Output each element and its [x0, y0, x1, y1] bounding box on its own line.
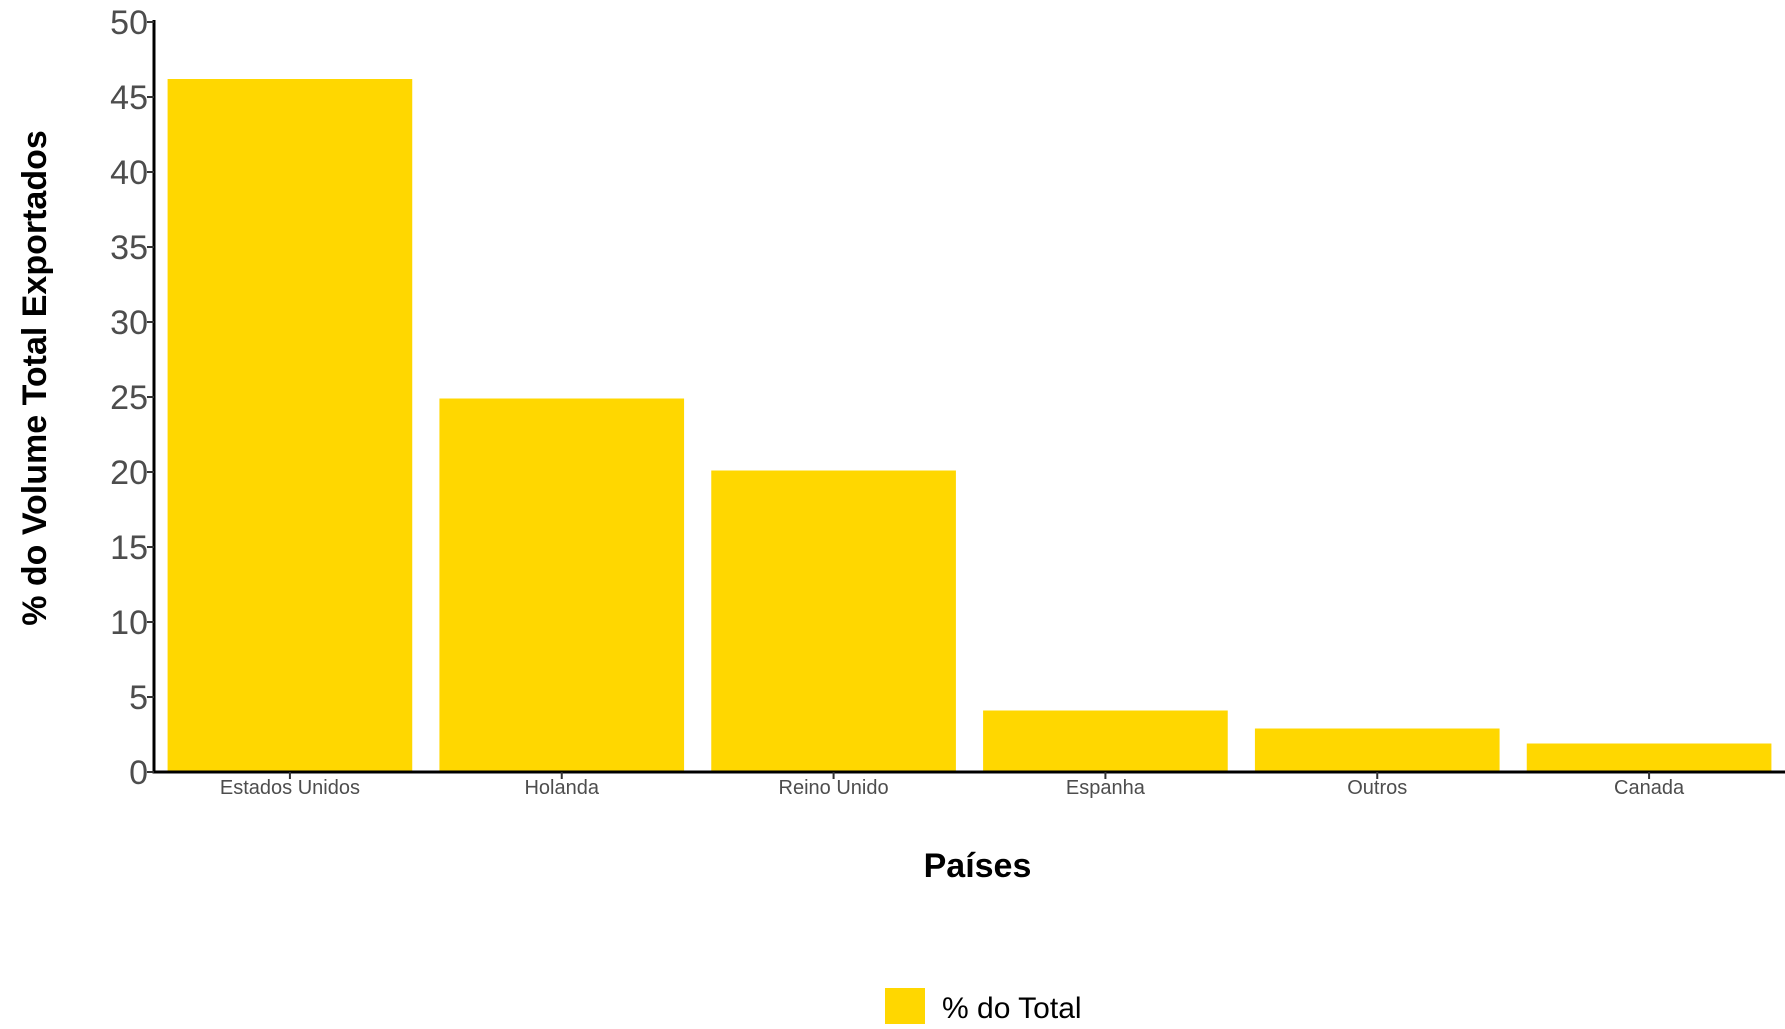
x-tick-label: Canada — [1614, 777, 1685, 799]
y-tick-label: 20 — [110, 454, 148, 492]
x-axis-title: Países — [924, 847, 1032, 885]
x-tick-label: Outros — [1347, 777, 1407, 799]
x-tick-label: Espanha — [1066, 777, 1146, 799]
y-tick-label: 5 — [129, 679, 148, 717]
x-tick-label: Holanda — [524, 777, 599, 799]
bar-reino-unido — [711, 471, 956, 773]
bar-outros — [1255, 729, 1500, 773]
y-tick-label: 40 — [110, 154, 148, 192]
bar-espanha — [983, 711, 1228, 773]
bar-holanda — [439, 399, 684, 773]
legend: % do Total — [885, 988, 1082, 1024]
y-tick-label: 35 — [110, 229, 148, 267]
y-axis-title: % do Volume Total Exportados — [16, 130, 54, 626]
x-tick-label: Reino Unido — [779, 777, 889, 799]
bar-estados-unidos — [168, 79, 413, 772]
bars-layer — [168, 79, 1772, 772]
bar-canada — [1527, 744, 1772, 773]
y-tick-label: 10 — [110, 604, 148, 642]
y-tick-label: 30 — [110, 304, 148, 342]
y-ticks: 0 5 10 15 20 25 30 35 40 45 50 — [110, 4, 154, 792]
x-ticks: Estados Unidos Holanda Reino Unido Espanha O… — [220, 772, 1685, 799]
y-tick-label: 25 — [110, 379, 148, 417]
x-tick-label: Estados Unidos — [220, 777, 360, 799]
legend-label: % do Total — [942, 992, 1082, 1024]
y-tick-label: 50 — [110, 4, 148, 42]
legend-swatch — [885, 988, 925, 1024]
y-tick-label: 0 — [129, 754, 148, 792]
y-tick-label: 15 — [110, 529, 148, 567]
y-tick-label: 45 — [110, 79, 148, 117]
